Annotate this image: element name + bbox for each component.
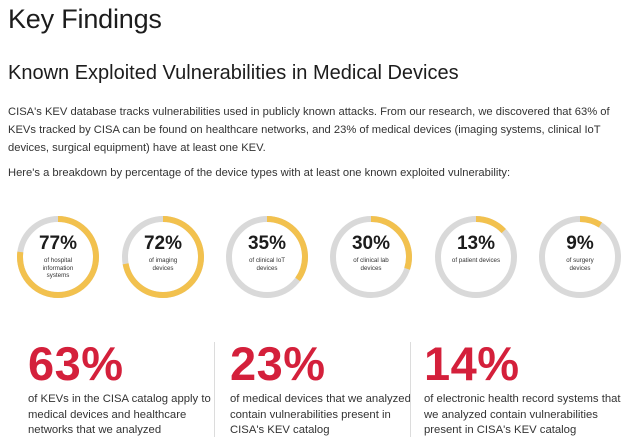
stat-description: of electronic health record systems that… [424, 393, 621, 436]
donut-arc [17, 216, 99, 298]
donut-percent: 13% [456, 233, 496, 254]
section-title: Known Exploited Vulnerabilities in Medic… [8, 62, 459, 84]
donut-ring [122, 216, 204, 298]
donut-percent: 35% [247, 233, 287, 254]
donut-ring [17, 216, 99, 298]
donut-caption: of patient devices [451, 257, 501, 264]
stat-divider [214, 342, 215, 437]
donut-surgery-devices: 9% of surgery devices [537, 214, 623, 300]
donut-ring [226, 216, 308, 298]
donut-percent: 9% [566, 233, 594, 254]
intro-paragraph: CISA's KEV database tracks vulnerabiliti… [8, 106, 610, 154]
stat-ehr-systems: 14% of electronic health record systems … [424, 340, 624, 437]
donut-caption: of hospital information systems [42, 257, 74, 279]
stat-value: 14% [424, 337, 520, 390]
donut-arc [539, 216, 621, 298]
stat-value: 63% [28, 337, 124, 390]
donut-caption: of surgery devices [566, 257, 594, 272]
donut-ring [539, 216, 621, 298]
donut-arc [122, 216, 204, 298]
donut-arc [330, 216, 412, 298]
donut-arc [226, 216, 308, 298]
donut-percent: 72% [143, 233, 183, 254]
donut-imaging-devices: 72% of imaging devices [120, 214, 206, 300]
breakdown-paragraph: Here's a breakdown by percentage of the … [8, 167, 511, 179]
donut-ring [330, 216, 412, 298]
stat-description: of medical devices that we analyzed cont… [230, 393, 411, 436]
donut-clinical-iot-devices: 35% of clinical IoT devices [224, 214, 310, 300]
donut-clinical-lab-devices: 30% of clinical lab devices [328, 214, 414, 300]
donut-percent: 30% [351, 233, 391, 254]
page-title: Key Findings [8, 4, 162, 34]
donut-chart-row: 77% of hospital information systems 72% … [0, 214, 640, 300]
donut-arc [435, 216, 517, 298]
donut-patient-devices: 13% of patient devices [433, 214, 519, 300]
donut-caption: of clinical IoT devices [248, 257, 286, 272]
donut-ring [435, 216, 517, 298]
stat-description: of KEVs in the CISA catalog apply to med… [28, 393, 211, 436]
donut-hospital-information-systems: 77% of hospital information systems [15, 214, 101, 300]
donut-caption: of clinical lab devices [353, 257, 389, 272]
stat-value: 23% [230, 337, 326, 390]
stat-kevs-in-catalog: 63% of KEVs in the CISA catalog apply to… [28, 340, 218, 437]
donut-caption: of imaging devices [148, 257, 178, 272]
donut-percent: 77% [38, 233, 78, 254]
stat-divider [410, 342, 411, 437]
stat-medical-devices: 23% of medical devices that we analyzed … [230, 340, 420, 437]
